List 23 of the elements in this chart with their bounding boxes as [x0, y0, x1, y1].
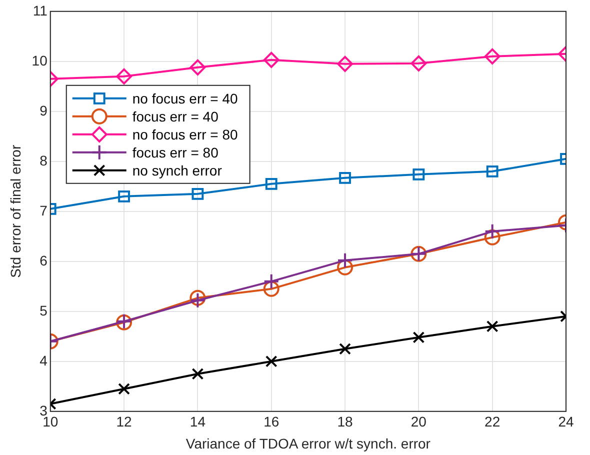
x-axis-title: Variance of TDOA error w/t synch. error [186, 435, 431, 452]
x-tick-label: 16 [264, 414, 280, 430]
y-tick-label: 10 [32, 52, 48, 68]
y-tick-label: 6 [40, 252, 48, 268]
x-tick-label: 14 [190, 414, 206, 430]
y-tick-label: 4 [40, 352, 48, 368]
legend-label: no synch error [132, 162, 222, 178]
x-tick-label: 12 [116, 414, 132, 430]
y-tick-label: 8 [40, 152, 48, 168]
x-tick-label: 18 [337, 414, 354, 430]
legend-label: no focus err = 80 [132, 126, 238, 142]
x-tick-label: 24 [558, 414, 574, 430]
x-tick-label: 20 [410, 414, 427, 430]
legend-label: no focus err = 40 [132, 90, 238, 106]
y-tick-label: 3 [40, 402, 48, 418]
legend-label: focus err = 40 [132, 108, 219, 124]
x-tick-label: 22 [484, 414, 500, 430]
y-tick-label: 7 [40, 202, 48, 218]
y-tick-label: 9 [40, 102, 48, 118]
y-tick-label: 11 [32, 2, 48, 18]
y-tick-label: 5 [40, 302, 48, 318]
y-axis-title: Std error of final error [7, 144, 24, 278]
legend-label: focus err = 80 [132, 144, 219, 160]
